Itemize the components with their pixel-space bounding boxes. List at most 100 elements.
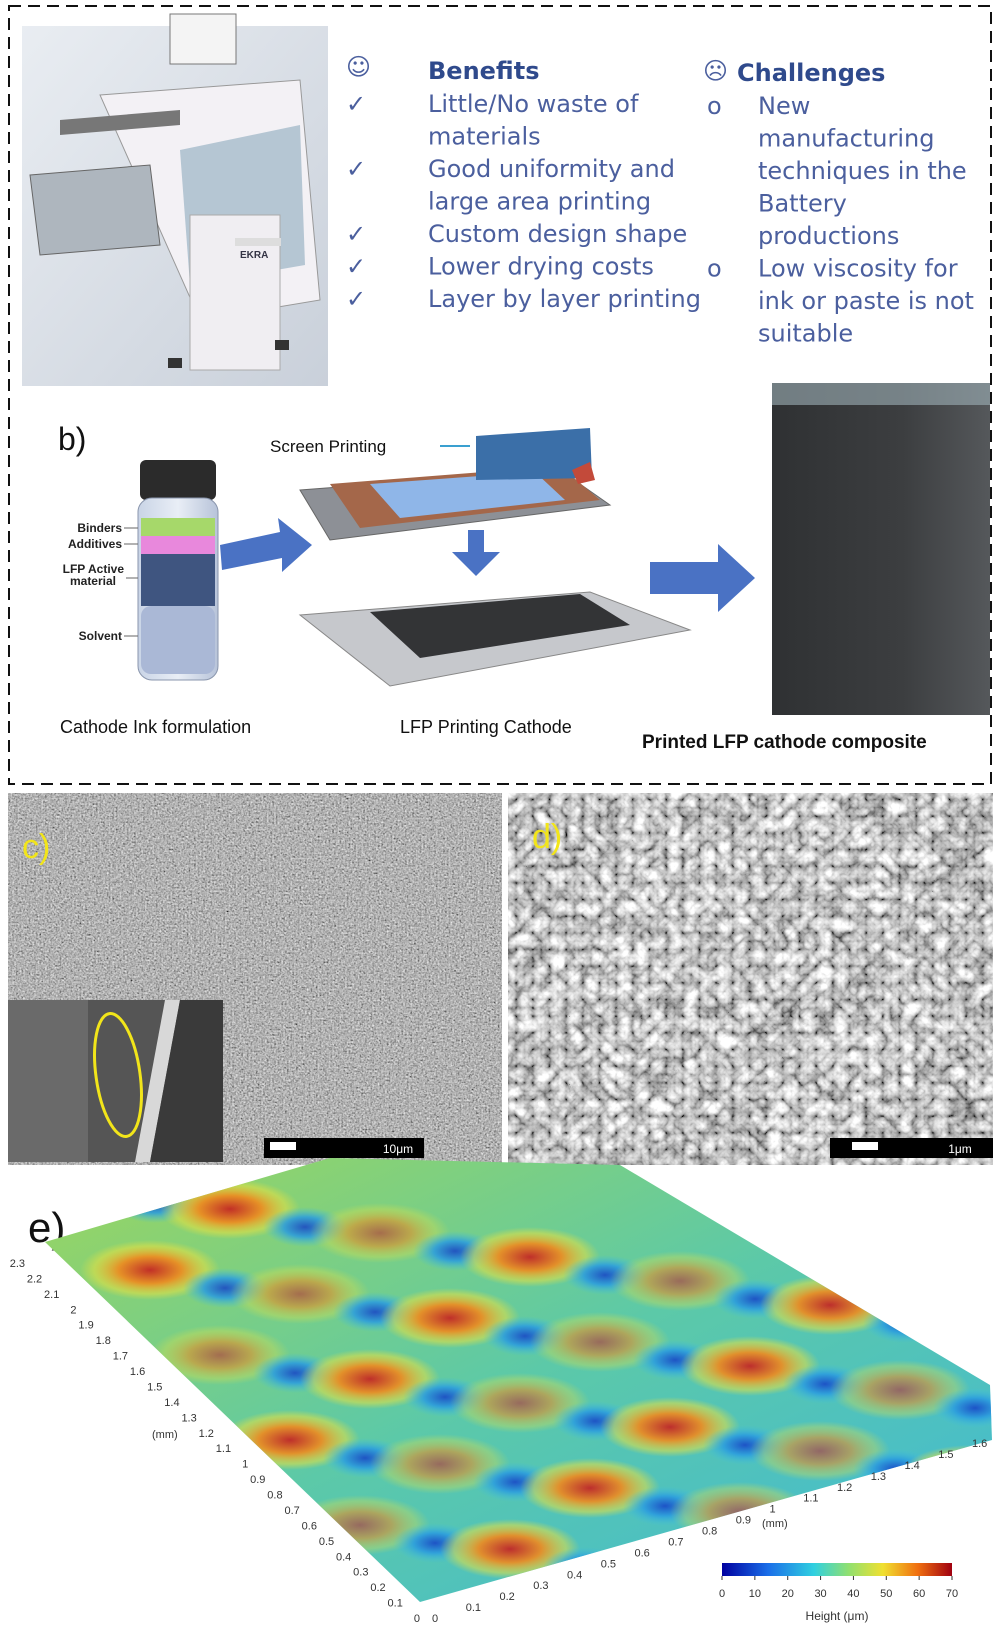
colorbar-title: Height (μm) bbox=[806, 1609, 869, 1623]
y-tick-label: 0.5 bbox=[319, 1536, 334, 1548]
y-tick-label: 0.3 bbox=[353, 1567, 368, 1579]
list-line: Battery bbox=[758, 190, 847, 218]
benefits-list: ☺ Benefits ✓ Little/No waste of materials ✓… bbox=[346, 53, 701, 313]
y-tick-label: 1.7 bbox=[113, 1351, 128, 1363]
x-tick-label: 1.5 bbox=[938, 1449, 953, 1461]
x-tick-label: 0.2 bbox=[500, 1591, 515, 1603]
benefits-title: Benefits bbox=[428, 57, 539, 85]
printer-image: EKRA bbox=[22, 13, 328, 386]
x-tick-label: 0.3 bbox=[533, 1580, 548, 1592]
surface-pit bbox=[773, 1510, 857, 1550]
surface-peak bbox=[440, 1519, 580, 1579]
surface-pit bbox=[693, 1571, 777, 1602]
arrow bbox=[220, 518, 312, 572]
benefits-icon: ☺ bbox=[346, 53, 371, 81]
arrow bbox=[650, 544, 755, 612]
colorbar-tick-label: 40 bbox=[847, 1588, 859, 1600]
list-line: productions bbox=[758, 222, 899, 250]
vial-label: Additives bbox=[68, 537, 122, 551]
vial-label: Binders bbox=[77, 521, 122, 535]
list-line: New bbox=[758, 92, 810, 120]
y-tick-label: 0.6 bbox=[302, 1520, 317, 1532]
y-tick-label: 2 bbox=[70, 1304, 76, 1316]
y-tick-label: 1.1 bbox=[216, 1443, 231, 1455]
x-tick-label: 1.6 bbox=[972, 1438, 987, 1450]
y-tick-label: 1 bbox=[242, 1459, 248, 1471]
scale-bar bbox=[852, 1142, 878, 1150]
surface-peak bbox=[970, 1530, 992, 1590]
x-tick-label: 0.5 bbox=[601, 1558, 616, 1570]
y-tick-label: 1.6 bbox=[130, 1366, 145, 1378]
list-line: manufacturing bbox=[758, 125, 934, 153]
panel-label: b) bbox=[58, 421, 86, 457]
caption: LFP Printing Cathode bbox=[400, 717, 572, 737]
scale-bar-box bbox=[264, 1138, 424, 1158]
panel-label: c) bbox=[22, 828, 50, 866]
x-tick-label: 0.4 bbox=[567, 1569, 582, 1581]
colorbar-tick-label: 50 bbox=[880, 1588, 892, 1600]
y-tick-label: 1.9 bbox=[78, 1320, 93, 1332]
y-tick-label: 0.9 bbox=[250, 1474, 265, 1486]
vial-label: Solvent bbox=[79, 629, 122, 643]
colorbar-tick-label: 10 bbox=[749, 1588, 761, 1600]
x-tick-label: 0.8 bbox=[702, 1526, 717, 1538]
surface-pit bbox=[863, 1303, 947, 1343]
list-line: Good uniformity and bbox=[428, 155, 675, 183]
sem-inset bbox=[8, 1000, 223, 1162]
y-tick-label: 2.3 bbox=[10, 1258, 25, 1270]
x-tick-label: 0.6 bbox=[635, 1547, 650, 1559]
x-tick-label: 1.3 bbox=[871, 1471, 886, 1483]
colorbar bbox=[722, 1563, 952, 1576]
axis-unit: (mm) bbox=[152, 1429, 178, 1441]
list-line: Little/No waste of bbox=[428, 90, 639, 118]
y-tick-label: 1.3 bbox=[181, 1412, 196, 1424]
x-tick-label: 0.9 bbox=[736, 1515, 751, 1527]
printed-cathode bbox=[298, 591, 692, 687]
x-tick-label: 1.4 bbox=[905, 1460, 920, 1472]
surface-peak bbox=[590, 1543, 730, 1602]
x-tick-label: 0.1 bbox=[466, 1602, 481, 1614]
list-marker: o bbox=[707, 92, 722, 120]
challenges-title: Challenges bbox=[737, 59, 885, 87]
colorbar-tick-label: 0 bbox=[719, 1588, 725, 1600]
svg-text:EKRA: EKRA bbox=[240, 250, 268, 261]
colorbar-tick-label: 60 bbox=[913, 1588, 925, 1600]
x-tick-label: 0 bbox=[432, 1613, 438, 1625]
list-marker: ✓ bbox=[346, 253, 366, 281]
y-tick-label: 0.2 bbox=[370, 1582, 385, 1594]
panel-label: d) bbox=[532, 818, 562, 856]
screen-printer bbox=[299, 428, 612, 541]
vial-label: material bbox=[70, 574, 116, 588]
panel-border bbox=[8, 5, 992, 785]
y-tick-label: 0.8 bbox=[267, 1490, 282, 1502]
y-tick-label: 2.1 bbox=[44, 1289, 59, 1301]
list-line: ink or paste is not bbox=[758, 287, 974, 315]
screen-printing-label: Screen Printing bbox=[270, 437, 386, 456]
x-tick-label: 1.1 bbox=[803, 1493, 818, 1505]
list-line: large area printing bbox=[428, 188, 651, 216]
cathode-photo bbox=[772, 383, 990, 715]
vial-labels: Binders Additives LFP Active material So… bbox=[63, 521, 138, 643]
list-line: materials bbox=[428, 123, 541, 151]
challenges-list: ☹ Challenges o New manufacturing techniques… bbox=[703, 57, 974, 348]
y-tick-label: 1.4 bbox=[164, 1397, 179, 1409]
x-tick-label: 0.7 bbox=[668, 1536, 683, 1548]
scale-bar bbox=[270, 1142, 296, 1150]
y-tick-label: 2.2 bbox=[27, 1273, 42, 1285]
list-line: Custom design shape bbox=[428, 220, 687, 248]
vial-label: LFP Active bbox=[63, 562, 125, 576]
colorbar-tick-label: 20 bbox=[782, 1588, 794, 1600]
scale-bar-label: 10μm bbox=[383, 1142, 413, 1156]
colorbar-tick-label: 70 bbox=[946, 1588, 958, 1600]
surface-peak bbox=[890, 1591, 992, 1602]
y-tick-label: 1.5 bbox=[147, 1381, 162, 1393]
axis-unit: (mm) bbox=[762, 1518, 788, 1530]
y-tick-label: 0.4 bbox=[336, 1551, 351, 1563]
list-line: techniques in the bbox=[758, 157, 967, 185]
list-marker: ✓ bbox=[346, 90, 366, 118]
y-tick-label: 1.2 bbox=[199, 1428, 214, 1440]
surface-peak bbox=[670, 1482, 810, 1542]
x-tick-label: 1 bbox=[770, 1504, 776, 1516]
y-tick-label: 1.8 bbox=[96, 1335, 111, 1347]
